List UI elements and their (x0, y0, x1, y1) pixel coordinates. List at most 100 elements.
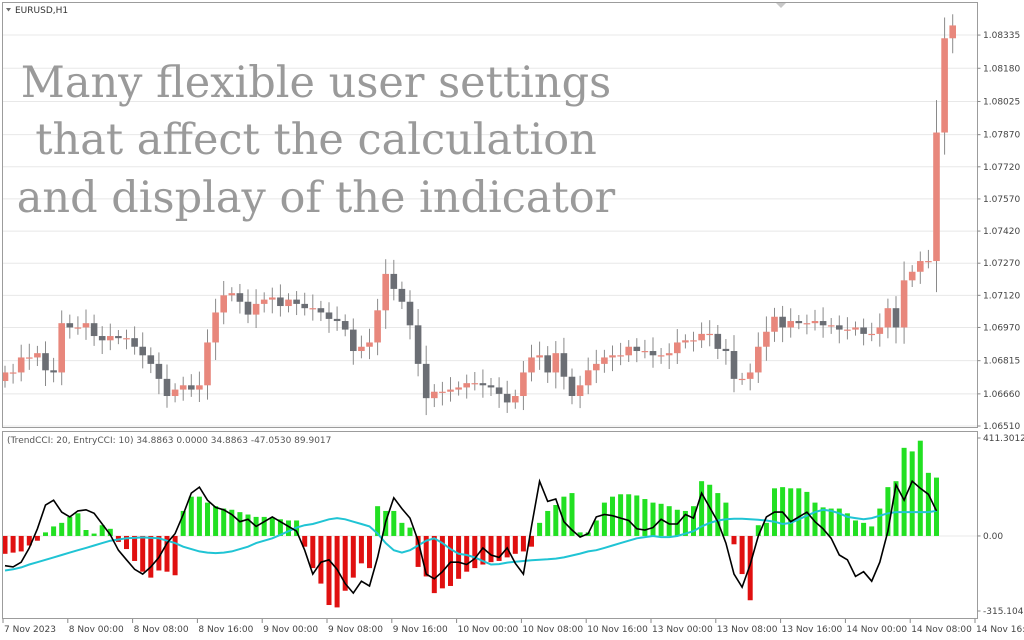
histogram-bar (626, 494, 632, 536)
symbol-label: EURUSD,H1 (15, 6, 68, 16)
candle-body-bull (196, 385, 203, 390)
candle (374, 298, 381, 356)
candle (520, 360, 527, 411)
histogram-bar (820, 507, 826, 536)
candle-body-bear (293, 299, 300, 304)
histogram-bar (853, 520, 858, 536)
time-tick-label: 13 Nov 00:00 (652, 625, 713, 635)
histogram-bar (164, 535, 170, 572)
candle-body-bull (82, 323, 90, 328)
candle-body-bear (244, 301, 252, 315)
candle (487, 378, 495, 397)
time-tick-label: 9 Nov 16:00 (393, 625, 448, 635)
symbol-dropdown-icon[interactable] (6, 8, 11, 12)
candle-body-bear (115, 336, 122, 339)
candle-body-bear (487, 385, 495, 388)
histogram-bar (205, 502, 210, 536)
candle-body-bull (746, 372, 754, 379)
histogram-bar (537, 522, 543, 536)
candle (439, 381, 446, 406)
candle-body-bull (17, 357, 25, 373)
candle (317, 300, 325, 322)
candle-body-bear (414, 325, 422, 364)
candle-body-bull (179, 385, 187, 390)
histogram-bar (172, 535, 178, 576)
chart-shift-icon[interactable] (776, 3, 786, 8)
candle-body-bull (657, 355, 665, 357)
histogram-bar (156, 535, 162, 571)
histogram-bar (431, 535, 437, 594)
histogram-bar (634, 495, 640, 536)
histogram-bar (375, 506, 381, 536)
time-tick-label: 8 Nov 00:00 (69, 625, 124, 635)
histogram-bar (691, 506, 696, 536)
price-tick-label: 1.08180 (983, 64, 1020, 74)
candle (868, 322, 875, 342)
candle-body-bull (463, 383, 470, 388)
candle-body-bear (90, 323, 98, 337)
candle-body-bull (625, 346, 632, 356)
candle-body-bull (593, 363, 600, 371)
candle (698, 322, 705, 348)
candle (819, 307, 827, 338)
candle-body-bull (925, 261, 932, 263)
candle (414, 309, 422, 377)
time-tick-label: 9 Nov 00:00 (263, 625, 318, 635)
candle-body-bull (107, 336, 114, 341)
histogram-bar (358, 535, 364, 564)
candle-body-bull (536, 355, 543, 358)
candle-body-bull (358, 346, 365, 352)
candle (690, 331, 697, 352)
candle (277, 284, 284, 317)
candle-body-bull (455, 387, 462, 390)
candle-body-bull (674, 342, 681, 354)
candle-body-bull (641, 351, 649, 353)
candle-body-bull (665, 353, 673, 356)
histogram-bar (221, 508, 227, 536)
histogram-bar (237, 512, 243, 536)
histogram-bar (642, 499, 648, 536)
candle (512, 389, 519, 409)
candle-body-bear (50, 370, 57, 373)
candle (382, 259, 389, 329)
candle (236, 283, 244, 314)
candle-body-bull (204, 342, 211, 386)
histogram-bar (788, 488, 794, 536)
indicator-axis: 411.3012 0.00 -315.1046 (977, 434, 1024, 617)
candle-body-bull (58, 323, 65, 373)
candle-body-bull (366, 342, 373, 347)
indicator-tick-label: 0.00 (983, 532, 1003, 542)
candle (163, 364, 171, 408)
candle (552, 341, 560, 389)
candle (787, 308, 794, 338)
candle (17, 344, 25, 382)
main-pane-frame (2, 2, 978, 428)
candle (204, 329, 211, 400)
time-tick-label: 7 Nov 2023 (4, 625, 56, 635)
candle-body-bull (917, 261, 924, 272)
histogram-bar (877, 508, 883, 536)
time-tick-label: 8 Nov 08:00 (134, 625, 189, 635)
candle-body-bull (309, 308, 317, 310)
candle (641, 339, 649, 359)
candle (576, 375, 584, 409)
time-axis: 7 Nov 2023 8 Nov 00:00 8 Nov 08:00 8 Nov 16… (2, 619, 1024, 635)
candle (74, 316, 82, 335)
candle (892, 296, 900, 344)
candle-body-bull (698, 333, 705, 341)
histogram-bar (828, 508, 834, 536)
candle (325, 302, 333, 333)
indicator-label: (TrendCCI: 20, EntryCCI: 10) 34.8863 0.0… (7, 436, 331, 446)
histogram-bar (367, 535, 372, 569)
candle-body-bull (520, 372, 527, 397)
indicator-tick-label: 411.3012 (983, 434, 1024, 444)
candle-body-bull (755, 346, 762, 373)
candle (730, 335, 738, 393)
histogram-bar (456, 535, 462, 579)
price-axis: 1.08335 1.08180 1.08025 1.07870 1.07720 1.075… (977, 31, 1020, 432)
histogram-bar (43, 532, 48, 536)
candle-body-bull (617, 355, 624, 357)
candle-body-bear (568, 376, 576, 397)
histogram-bar (423, 535, 429, 577)
